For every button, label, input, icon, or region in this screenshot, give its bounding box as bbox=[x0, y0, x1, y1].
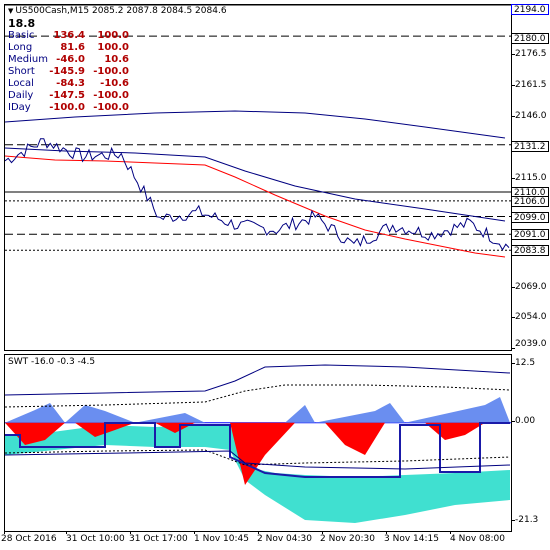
indicator-tick-label: 12.5 bbox=[515, 358, 536, 368]
time-label: 1 Nov 10:45 bbox=[194, 534, 249, 544]
signal-row: Long 81.6 100.0 bbox=[8, 42, 129, 54]
price-tick-label: 2069.0 bbox=[515, 282, 547, 292]
signal-score: 18.8 bbox=[8, 17, 36, 30]
moving-average-slow-line bbox=[5, 147, 506, 222]
price-tick bbox=[511, 317, 515, 318]
signal-row: Daily -147.5 -100.0 bbox=[8, 90, 129, 102]
time-tick bbox=[194, 531, 195, 534]
swt-red-area bbox=[5, 422, 510, 485]
indicator-tick-label: 0.00 bbox=[515, 416, 536, 426]
time-label: 2 Nov 04:30 bbox=[257, 534, 312, 544]
price-tick bbox=[511, 348, 515, 349]
price-chart[interactable]: ▼ US500Cash,M15 2085.2 2087.8 2084.5 2084… bbox=[4, 4, 512, 351]
price-tick bbox=[511, 85, 515, 86]
signal-percent: 10.6 bbox=[104, 54, 129, 65]
time-label: 31 Oct 10:00 bbox=[66, 534, 125, 544]
signal-value: 136.4 bbox=[53, 30, 85, 41]
signal-label: Basic bbox=[8, 30, 35, 41]
indicator-tick bbox=[511, 363, 515, 364]
time-tick bbox=[4, 531, 5, 534]
chart-title: ▼ US500Cash,M15 2085.2 2087.8 2084.5 2084… bbox=[8, 6, 227, 16]
price-level-tag[interactable]: 2194.0 bbox=[511, 4, 549, 15]
signal-value: -84.3 bbox=[56, 78, 85, 89]
signal-table: 18.8 Basic 136.4 100.0 Long 81.6 100.0 Mediu… bbox=[8, 18, 129, 114]
symbol-quote: US500Cash,M15 2085.2 2087.8 2084.5 2084.… bbox=[15, 6, 227, 16]
price-level-tag[interactable]: 2091.0 bbox=[511, 229, 549, 240]
signal-row: Local -84.3 -10.6 bbox=[8, 78, 129, 90]
signal-row: Basic 136.4 100.0 bbox=[8, 30, 129, 42]
signal-label: IDay bbox=[8, 102, 31, 113]
time-tick bbox=[386, 531, 387, 534]
price-level-tag[interactable]: 2131.2 bbox=[511, 141, 549, 152]
signal-percent: 100.0 bbox=[97, 30, 129, 41]
signal-percent: -10.6 bbox=[100, 78, 129, 89]
time-axis[interactable]: 28 Oct 2016 31 Oct 10:00 31 Oct 17:00 1 … bbox=[0, 531, 550, 550]
price-tick bbox=[511, 287, 515, 288]
time-label: 2 Nov 20:30 bbox=[320, 534, 375, 544]
price-chart-canvas bbox=[5, 5, 511, 258]
signal-percent: -100.0 bbox=[93, 90, 129, 101]
price-axis[interactable]: 2176.5 2161.5 2146.0 2115.0 2069.0 2054.… bbox=[511, 4, 550, 350]
signal-percent: -100.0 bbox=[93, 102, 129, 113]
time-label: 3 Nov 14:15 bbox=[384, 534, 439, 544]
swt-indicator-panel[interactable]: SWT -16.0 -0.3 -4.5 bbox=[4, 354, 512, 532]
signal-label: Medium bbox=[8, 54, 48, 65]
signal-label: Long bbox=[8, 42, 33, 53]
price-tick bbox=[511, 116, 515, 117]
price-tick-label: 2161.5 bbox=[515, 80, 547, 90]
swt-step-line bbox=[5, 422, 510, 478]
signal-row: IDay -100.0 -100.0 bbox=[8, 102, 129, 114]
moving-average-fast-line bbox=[5, 155, 506, 258]
price-tick-label: 2054.0 bbox=[515, 312, 547, 322]
price-line bbox=[5, 138, 510, 251]
price-level-tag[interactable]: 2099.0 bbox=[511, 212, 549, 223]
price-tick-label: 2146.0 bbox=[515, 111, 547, 121]
signal-value: -145.9 bbox=[49, 66, 85, 77]
time-label: 4 Nov 08:00 bbox=[450, 534, 505, 544]
price-tick-label: 2039.0 bbox=[515, 339, 547, 349]
swt-indicator-canvas bbox=[5, 364, 511, 523]
swt-blue-area bbox=[5, 397, 510, 423]
signal-value: -46.0 bbox=[56, 54, 85, 65]
signal-label: Local bbox=[8, 78, 34, 89]
swt-dotted-line bbox=[5, 384, 511, 408]
signal-percent: -100.0 bbox=[93, 66, 129, 77]
price-level-tag[interactable]: 2180.0 bbox=[511, 33, 549, 44]
indicator-tick bbox=[511, 520, 515, 521]
time-tick bbox=[66, 531, 67, 534]
signal-value: 81.6 bbox=[60, 42, 85, 53]
price-tick bbox=[511, 178, 515, 179]
price-tick-label: 2115.0 bbox=[515, 173, 547, 183]
swt-dotted-lower-line bbox=[5, 449, 511, 466]
envelope-upper-line bbox=[5, 110, 506, 139]
swt-lower-band bbox=[5, 450, 511, 470]
price-level-tag[interactable]: 2106.0 bbox=[511, 196, 549, 207]
signal-label: Short bbox=[8, 66, 35, 77]
signal-row: Medium -46.0 10.6 bbox=[8, 54, 129, 66]
triangle-down-icon[interactable]: ▼ bbox=[8, 7, 14, 15]
signal-label: Daily bbox=[8, 90, 34, 101]
current-price-tag[interactable]: 2083.8 bbox=[511, 245, 549, 256]
time-tick bbox=[322, 531, 323, 534]
time-label: 28 Oct 2016 bbox=[1, 534, 57, 544]
time-tick bbox=[450, 531, 451, 534]
signal-value: -100.0 bbox=[49, 102, 85, 113]
signal-row: Short -145.9 -100.0 bbox=[8, 66, 129, 78]
indicator-title: SWT -16.0 -0.3 -4.5 bbox=[8, 357, 96, 367]
price-tick bbox=[511, 54, 515, 55]
time-label: 31 Oct 17:00 bbox=[129, 534, 188, 544]
signal-value: -147.5 bbox=[49, 90, 85, 101]
indicator-axis[interactable]: 12.5 0.00 -21.3 bbox=[511, 354, 550, 531]
indicator-tick-label: -21.3 bbox=[515, 515, 539, 525]
swt-cyan-area bbox=[5, 425, 510, 523]
signal-percent: 100.0 bbox=[97, 42, 129, 53]
swt-upper-band bbox=[5, 364, 511, 396]
price-tick-label: 2176.5 bbox=[515, 49, 547, 59]
indicator-tick bbox=[511, 421, 515, 422]
time-tick bbox=[130, 531, 131, 534]
time-tick bbox=[258, 531, 259, 534]
